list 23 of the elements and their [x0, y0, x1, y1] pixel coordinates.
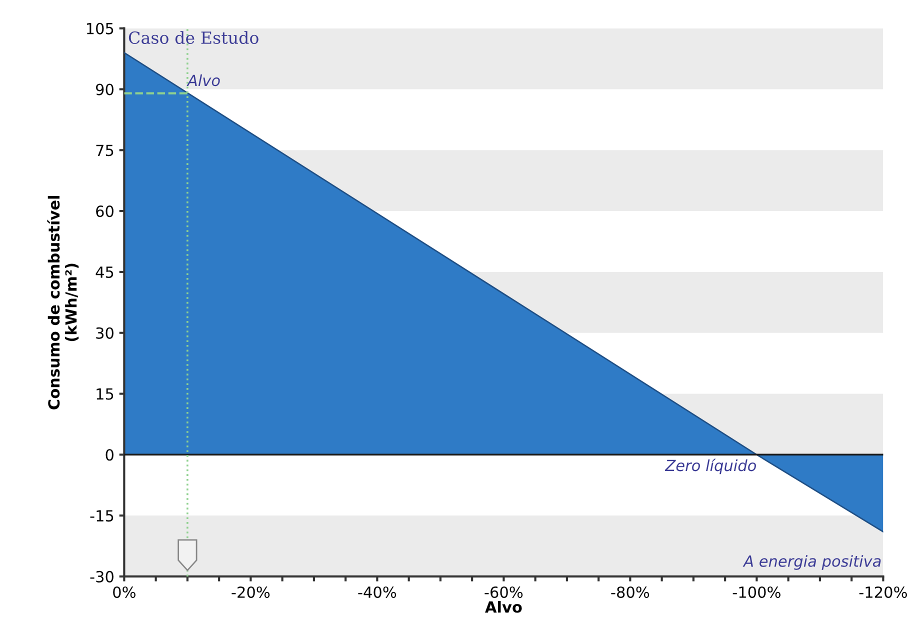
y-tick-label: 45 [96, 266, 114, 278]
y-tick-label: -30 [90, 570, 114, 582]
x-tick-label: -80% [611, 586, 650, 598]
x-tick-label: -40% [358, 586, 396, 598]
y-axis-title: Consumo de combustível (kWh/m²) [47, 196, 79, 410]
x-tick-label: -20% [232, 586, 270, 598]
y-tick-label: -15 [90, 510, 114, 522]
y-tick-label: 90 [96, 84, 114, 96]
x-tick-label: 0% [113, 586, 136, 598]
x-tick-label: -100% [732, 586, 780, 598]
y-tick-label: 0 [106, 449, 114, 461]
annotation: A energia positiva [742, 555, 881, 570]
y-tick-label: 15 [96, 388, 114, 400]
y-tick-label: 75 [96, 144, 114, 156]
chart-title: Caso de Estudo [128, 31, 258, 44]
annotation: Alvo [186, 74, 220, 86]
y-tick-label: 30 [96, 327, 114, 339]
y-tick-label: 105 [86, 22, 114, 34]
x-tick-label: -120% [859, 586, 907, 598]
y-tick-label: 60 [96, 206, 114, 218]
x-axis-title: Alvo [485, 600, 522, 613]
annotation: Zero líquido [664, 458, 756, 474]
x-tick-label: -60% [484, 586, 523, 598]
